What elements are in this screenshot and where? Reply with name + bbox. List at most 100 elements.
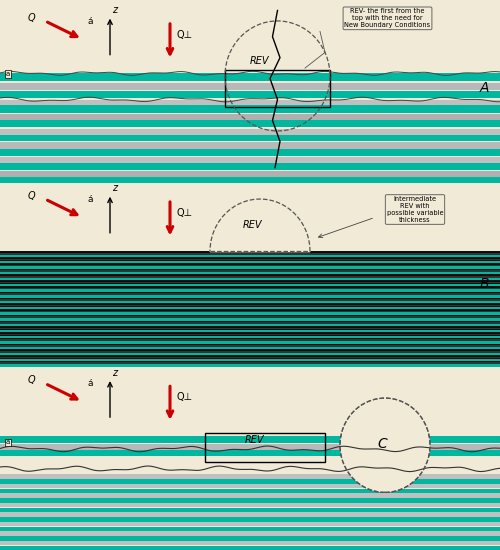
Text: z: z xyxy=(112,183,117,193)
Bar xyxy=(0,324,500,326)
Bar xyxy=(0,508,500,512)
Bar xyxy=(0,353,500,355)
Bar xyxy=(0,261,500,263)
Text: Q⊥: Q⊥ xyxy=(176,393,192,403)
Bar xyxy=(0,305,500,306)
Bar xyxy=(0,522,500,526)
Bar xyxy=(0,536,500,541)
Bar xyxy=(0,163,500,170)
Bar xyxy=(0,100,500,106)
Bar xyxy=(0,142,500,149)
Bar xyxy=(0,330,500,332)
Bar xyxy=(0,526,500,531)
Text: B: B xyxy=(480,277,490,291)
Bar xyxy=(0,289,500,292)
Bar xyxy=(0,295,500,298)
Bar xyxy=(0,265,500,266)
Bar xyxy=(0,474,500,479)
Bar xyxy=(0,307,500,309)
Bar xyxy=(0,82,500,90)
Bar xyxy=(0,336,500,338)
Bar xyxy=(0,503,500,507)
Bar xyxy=(0,318,500,321)
Text: a: a xyxy=(6,71,10,77)
Bar xyxy=(0,339,500,341)
Bar xyxy=(0,251,500,367)
Bar xyxy=(0,272,500,274)
Bar xyxy=(0,120,500,127)
Text: Intermediate
REV with
possible variable
thickness: Intermediate REV with possible variable … xyxy=(386,196,444,223)
Text: a: a xyxy=(6,439,10,445)
Text: á: á xyxy=(88,16,93,25)
Bar xyxy=(0,284,500,286)
Bar xyxy=(0,266,500,269)
Text: REV: REV xyxy=(250,56,270,66)
Bar xyxy=(0,276,500,278)
Bar xyxy=(0,129,500,135)
Bar xyxy=(0,316,500,318)
Polygon shape xyxy=(210,199,310,251)
Bar xyxy=(0,170,500,177)
Bar xyxy=(0,351,500,353)
Text: REV: REV xyxy=(242,220,262,230)
Text: z: z xyxy=(112,367,117,377)
Bar xyxy=(0,105,500,113)
Text: REV- the first from the
top with the need for
New Boundary Conditions: REV- the first from the top with the nee… xyxy=(344,8,430,29)
Bar xyxy=(0,359,500,361)
Bar xyxy=(0,479,500,483)
Bar xyxy=(0,364,500,367)
Bar xyxy=(225,70,330,107)
Text: Q: Q xyxy=(28,376,35,386)
Text: C: C xyxy=(378,437,387,451)
Bar xyxy=(0,301,500,303)
Text: Q: Q xyxy=(28,191,35,201)
Bar xyxy=(0,450,500,456)
Text: á: á xyxy=(88,379,93,388)
Bar xyxy=(0,328,500,329)
Bar xyxy=(0,362,500,364)
Bar xyxy=(0,512,500,517)
Bar xyxy=(0,288,500,289)
Bar xyxy=(0,345,500,346)
Bar xyxy=(0,541,500,545)
Text: Q⊥: Q⊥ xyxy=(176,208,192,218)
Bar xyxy=(0,444,500,450)
Bar xyxy=(0,73,500,81)
Text: Q⊥: Q⊥ xyxy=(176,30,192,40)
Bar xyxy=(0,157,500,163)
Bar xyxy=(205,433,325,462)
Bar xyxy=(0,341,500,344)
Bar xyxy=(0,148,500,156)
Bar xyxy=(0,357,500,358)
Bar xyxy=(0,488,500,493)
Bar xyxy=(0,299,500,301)
Bar xyxy=(0,255,500,257)
Bar xyxy=(0,484,500,488)
Bar xyxy=(0,177,500,183)
Bar xyxy=(0,546,500,550)
Bar xyxy=(0,311,500,312)
Text: z: z xyxy=(112,5,117,15)
Bar xyxy=(0,322,500,324)
Bar xyxy=(0,436,500,443)
Bar xyxy=(0,91,500,98)
Bar xyxy=(0,114,500,120)
Bar xyxy=(0,493,500,498)
Bar xyxy=(0,312,500,315)
Text: á: á xyxy=(88,195,93,204)
Circle shape xyxy=(340,398,430,492)
Bar xyxy=(0,334,500,335)
Bar xyxy=(0,498,500,503)
Bar xyxy=(0,258,500,260)
Text: REV: REV xyxy=(245,434,264,444)
Bar xyxy=(0,253,500,255)
Bar xyxy=(0,347,500,349)
Bar xyxy=(0,293,500,295)
Text: Q: Q xyxy=(28,13,35,23)
Bar xyxy=(0,278,500,280)
Bar xyxy=(0,282,500,283)
Bar xyxy=(0,531,500,536)
Bar xyxy=(0,270,500,272)
Bar xyxy=(0,517,500,521)
Bar xyxy=(0,135,500,141)
